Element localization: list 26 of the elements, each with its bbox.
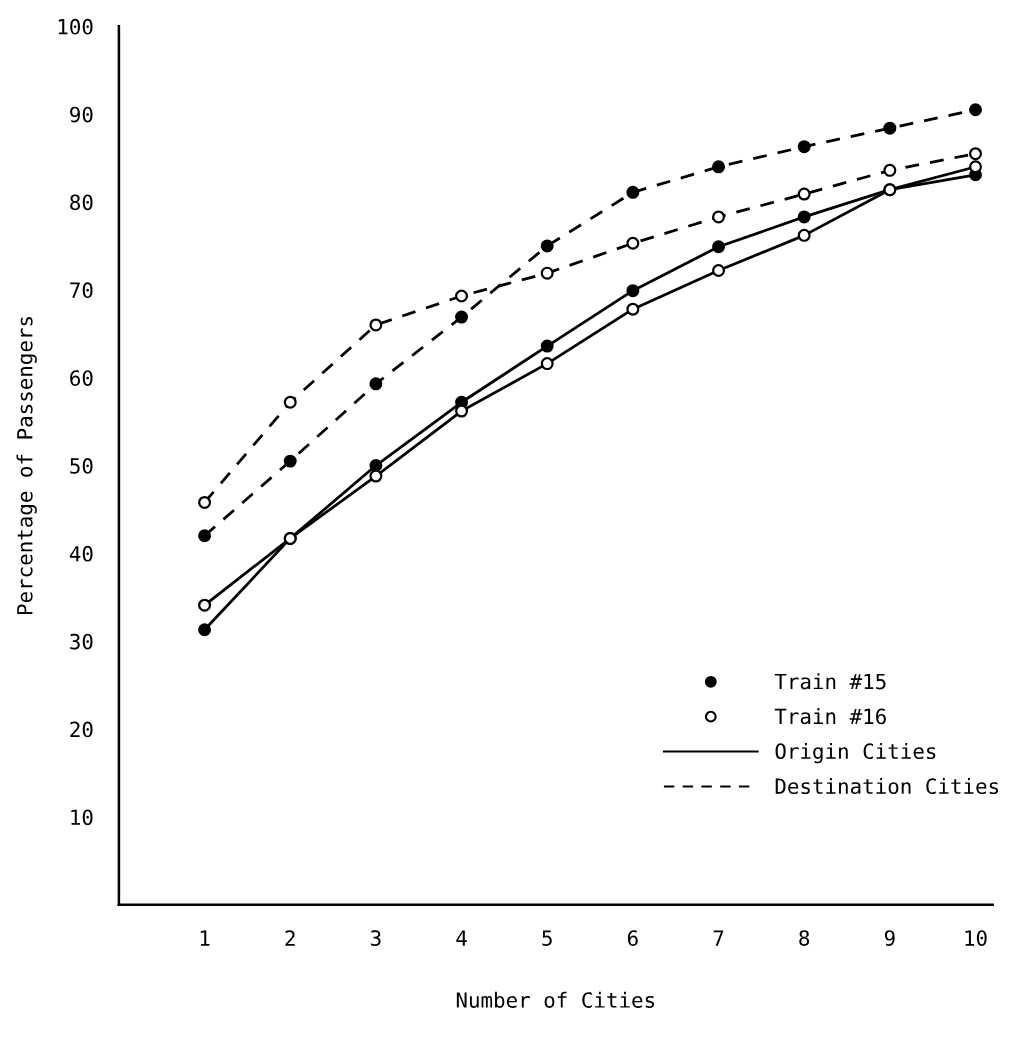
annotation: Destination Cities (775, 777, 999, 795)
y-tick-label: 50 (70, 458, 93, 474)
y-tick-label: 40 (69, 545, 93, 562)
y-tick-label: 90 (70, 106, 93, 123)
annotation: Train #16 (774, 708, 886, 725)
x-tick-label: 9 (884, 930, 895, 946)
x-tick-label: 4 (456, 930, 467, 946)
x-tick-label: 2 (285, 930, 295, 946)
x-tick-label: 3 (371, 930, 381, 946)
y-tick-label: 30 (70, 633, 93, 650)
x-axis-title: Number of Cities (456, 991, 655, 1008)
y-tick-label: 100 (58, 18, 93, 35)
y-axis-title: Percentage of Passengers (16, 317, 37, 615)
x-tick-label: 5 (542, 930, 552, 946)
x-tick-label: 10 (965, 930, 987, 946)
x-tick-label: 6 (627, 930, 638, 946)
annotation: Origin Cities (775, 742, 936, 764)
y-tick-label: 60 (70, 370, 93, 386)
y-tick-label: 70 (70, 282, 93, 299)
annotation: Train #15 (774, 673, 886, 690)
y-tick-label: 80 (70, 194, 93, 211)
x-tick-label: 7 (713, 930, 724, 946)
y-tick-label: 10 (71, 809, 93, 826)
y-tick-label: 20 (70, 721, 93, 738)
x-tick-label: 8 (799, 930, 810, 946)
x-tick-label: 1 (200, 930, 210, 946)
